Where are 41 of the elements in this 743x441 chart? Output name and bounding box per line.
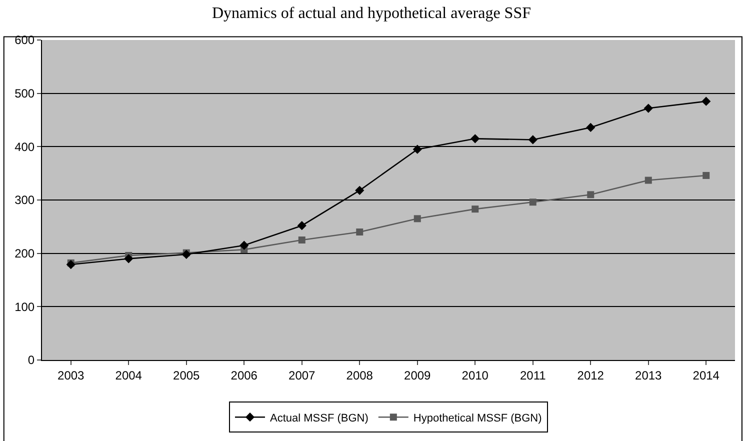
x-tick-label: 2011	[520, 368, 546, 382]
point	[528, 135, 538, 144]
point	[702, 96, 711, 106]
point	[355, 186, 364, 195]
point	[124, 254, 134, 264]
x-tick-label: 2009	[404, 368, 432, 382]
legend-label: Hypothetical MSSF (BGN)	[413, 412, 542, 424]
chart-title: Dynamics of actual and hypothetical average SSF	[212, 4, 532, 22]
point	[702, 172, 710, 179]
x-tick-label: 2010	[462, 368, 489, 382]
x-tick-label: 2004	[115, 368, 142, 382]
point	[298, 236, 306, 244]
point	[356, 228, 364, 236]
point	[472, 206, 479, 213]
point	[586, 122, 596, 132]
x-tick-label: 2006	[230, 368, 258, 382]
x-tick-label: 2013	[635, 368, 662, 382]
point	[587, 191, 594, 198]
point	[412, 144, 422, 154]
point	[240, 240, 249, 250]
point	[470, 134, 480, 144]
y-tick-label: 500	[14, 86, 35, 101]
x-tick-label: 2012	[577, 368, 604, 382]
y-tick-label: 400	[14, 140, 35, 154]
point	[644, 176, 652, 184]
point	[182, 250, 191, 259]
point	[529, 198, 536, 206]
y-tick-label: 0	[28, 353, 35, 368]
y-tick-label: 200	[14, 246, 35, 261]
x-tick-label: 2007	[288, 368, 316, 382]
point	[297, 221, 306, 230]
y-tick-label: 300	[14, 193, 35, 208]
x-tick-label: 2003	[58, 368, 85, 382]
point	[66, 260, 76, 270]
x-tick-label: 2008	[346, 368, 374, 382]
x-tick-label: 2005	[173, 368, 200, 382]
legend-label: Actual MSSF (BGN)	[270, 412, 368, 424]
point	[414, 215, 421, 222]
y-tick-label: 100	[14, 300, 35, 314]
point	[644, 104, 653, 113]
x-tick-label: 2014	[692, 368, 720, 382]
